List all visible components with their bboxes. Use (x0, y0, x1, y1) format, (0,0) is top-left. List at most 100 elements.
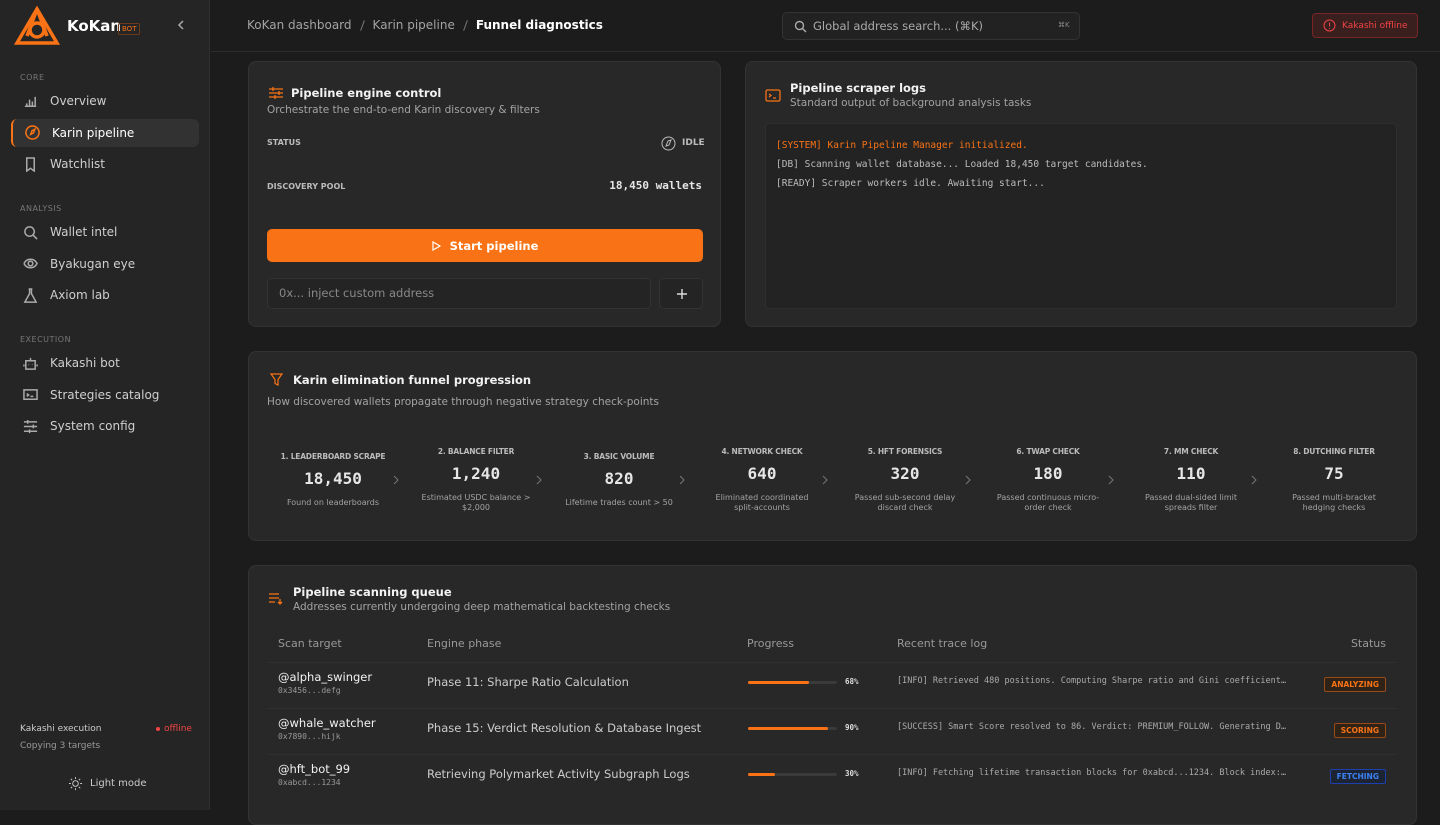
stage-label: 6. TWAP CHECK (1016, 447, 1080, 456)
column-header: Engine phase (427, 637, 502, 650)
stage-count: 320 (890, 464, 920, 483)
sidebar: KoKan BOT CORE Overview Karin pipeline Watc… (0, 0, 210, 810)
crumb-separator (462, 19, 468, 31)
stage-count: 75 (1324, 464, 1344, 483)
start-label: Start pipeline (449, 238, 539, 253)
stage-label: 8. DUTCHING FILTER (1293, 447, 1375, 456)
funnel-stage: 3. BASIC VOLUME 820 Lifetime trades count … (549, 440, 689, 520)
status-icon (661, 136, 676, 151)
crumb[interactable]: KoKan dashboard (247, 18, 352, 32)
row-divider (267, 708, 1397, 709)
stage-count: 1,240 (451, 464, 501, 483)
crumb[interactable]: Karin pipeline (372, 18, 455, 32)
stage-count: 180 (1033, 464, 1063, 483)
nav-item[interactable]: Byakugan eye (11, 250, 199, 278)
stage-caption: Found on leaderboards (286, 498, 380, 507)
handle: @hft_bot_99 (278, 762, 351, 776)
column-header: Recent trace log (897, 637, 988, 650)
funnel-stage: 6. TWAP CHECK 180 Passed continuous micro-… (978, 440, 1118, 520)
alert-icon (1323, 19, 1336, 32)
nav-item[interactable]: System config (11, 412, 199, 440)
stage-label: 3. BASIC VOLUME (583, 452, 655, 461)
stage-arrow (965, 470, 971, 489)
stage-arrow (822, 470, 828, 489)
chevron (965, 475, 971, 485)
add-button[interactable] (659, 278, 703, 309)
nav-icon (25, 125, 40, 140)
funnel-card (248, 351, 1417, 541)
log-line: [DB] Scanning wallet database... Loaded … (776, 159, 1148, 170)
theme-label: Light mode (90, 778, 147, 789)
chevron (679, 475, 685, 485)
column-header: Status (1350, 637, 1386, 650)
engine-subtitle: Orchestrate the end-to-end Karin discove… (267, 104, 540, 116)
nav-item[interactable]: Overview (11, 87, 199, 115)
stage-label: 4. NETWORK CHECK (721, 447, 803, 456)
status-badge: FETCHING (1329, 769, 1386, 784)
log-line: [READY] Scraper workers idle. Awaiting s… (776, 178, 1045, 189)
nav-icon (23, 419, 38, 433)
nav-section-title: CORE (20, 73, 45, 82)
progress-fill (748, 727, 829, 730)
trace-log: [SUCCESS] Smart Score resolved to 86. Ve… (897, 722, 1289, 732)
alert-text: Kakashi offline (1342, 20, 1408, 31)
status-badge: SCORING (1333, 723, 1386, 738)
nav-label: Kakashi bot (50, 356, 120, 370)
stage-arrow (393, 470, 399, 489)
nav-icon (23, 258, 38, 269)
funnel-stage: 5. HFT FORENSICS 320 Passed sub-second del… (835, 440, 975, 520)
pool-value: 18,450 wallets (609, 179, 702, 192)
stage-count: 820 (604, 469, 634, 488)
collapse-button[interactable] (175, 19, 187, 31)
stage-label: 5. HFT FORENSICS (867, 447, 943, 456)
nav-label: System config (50, 419, 136, 434)
stage-count: 640 (747, 464, 777, 483)
stage-caption: Passed multi-bracket hedging checks (1292, 493, 1376, 512)
brand: KoKan (67, 17, 122, 35)
nav-item[interactable]: Watchlist (11, 150, 199, 178)
column-header: Progress (747, 637, 794, 650)
nav-label: Byakugan eye (50, 256, 136, 271)
engine-icon (269, 87, 283, 99)
funnel-stage: 7. MM CHECK 110 Passed dual-sided limit sp… (1121, 440, 1261, 520)
stage-arrow (1251, 470, 1257, 489)
nav-icon (23, 389, 38, 401)
nav-item[interactable]: Axiom lab (11, 281, 199, 309)
nav-item[interactable]: Kakashi bot (11, 349, 199, 377)
logs-title: Pipeline scraper logs (790, 81, 926, 95)
queue-icon (269, 593, 283, 605)
offline-alert[interactable]: Kakashi offline (1312, 13, 1418, 38)
search-placeholder: Global address search... (⌘K) (813, 19, 984, 33)
status-dot (156, 727, 160, 731)
nav-item[interactable]: Karin pipeline (11, 118, 199, 147)
nav-label: Karin pipeline (52, 125, 135, 140)
theme-toggle[interactable]: Light mode (68, 776, 147, 791)
handle: @alpha_swinger (278, 670, 373, 684)
chevron (1108, 475, 1114, 485)
log-line: [SYSTEM] Karin Pipeline Manager initiali… (776, 140, 1028, 151)
stage-caption: Estimated USDC balance > $2,000 (421, 493, 531, 512)
chevron (393, 475, 399, 485)
chevron (822, 475, 828, 485)
start-button[interactable]: Start pipeline (267, 229, 703, 262)
search[interactable]: Global address search... (⌘K) ⌘K (782, 12, 1080, 40)
copying: Copying 3 targets (20, 741, 101, 751)
nav-label: Wallet intel (50, 225, 118, 239)
nav-section-title: EXECUTION (20, 335, 72, 344)
funnel-stage: 8. DUTCHING FILTER 75 Passed multi-bracket… (1264, 440, 1404, 520)
nav-item[interactable]: Strategies catalog (11, 381, 199, 409)
address: 0xabcd...1234 (278, 778, 341, 787)
nav-item[interactable]: Wallet intel (11, 218, 199, 246)
stage-arrow (536, 470, 542, 489)
pool-label: DISCOVERY POOL (267, 182, 346, 191)
address-input[interactable]: 0x... inject custom address (267, 278, 651, 309)
handle: @whale_watcher (278, 716, 376, 730)
progress-fill (748, 681, 809, 684)
stage-label: 7. MM CHECK (1163, 447, 1219, 456)
engine-title: Pipeline engine control (291, 86, 442, 100)
engine-status: IDLE (682, 138, 705, 148)
chevron (536, 475, 542, 485)
chevron (1251, 475, 1257, 485)
search-shortcut: ⌘K (1058, 21, 1070, 29)
stage-count: 18,450 (304, 469, 362, 488)
